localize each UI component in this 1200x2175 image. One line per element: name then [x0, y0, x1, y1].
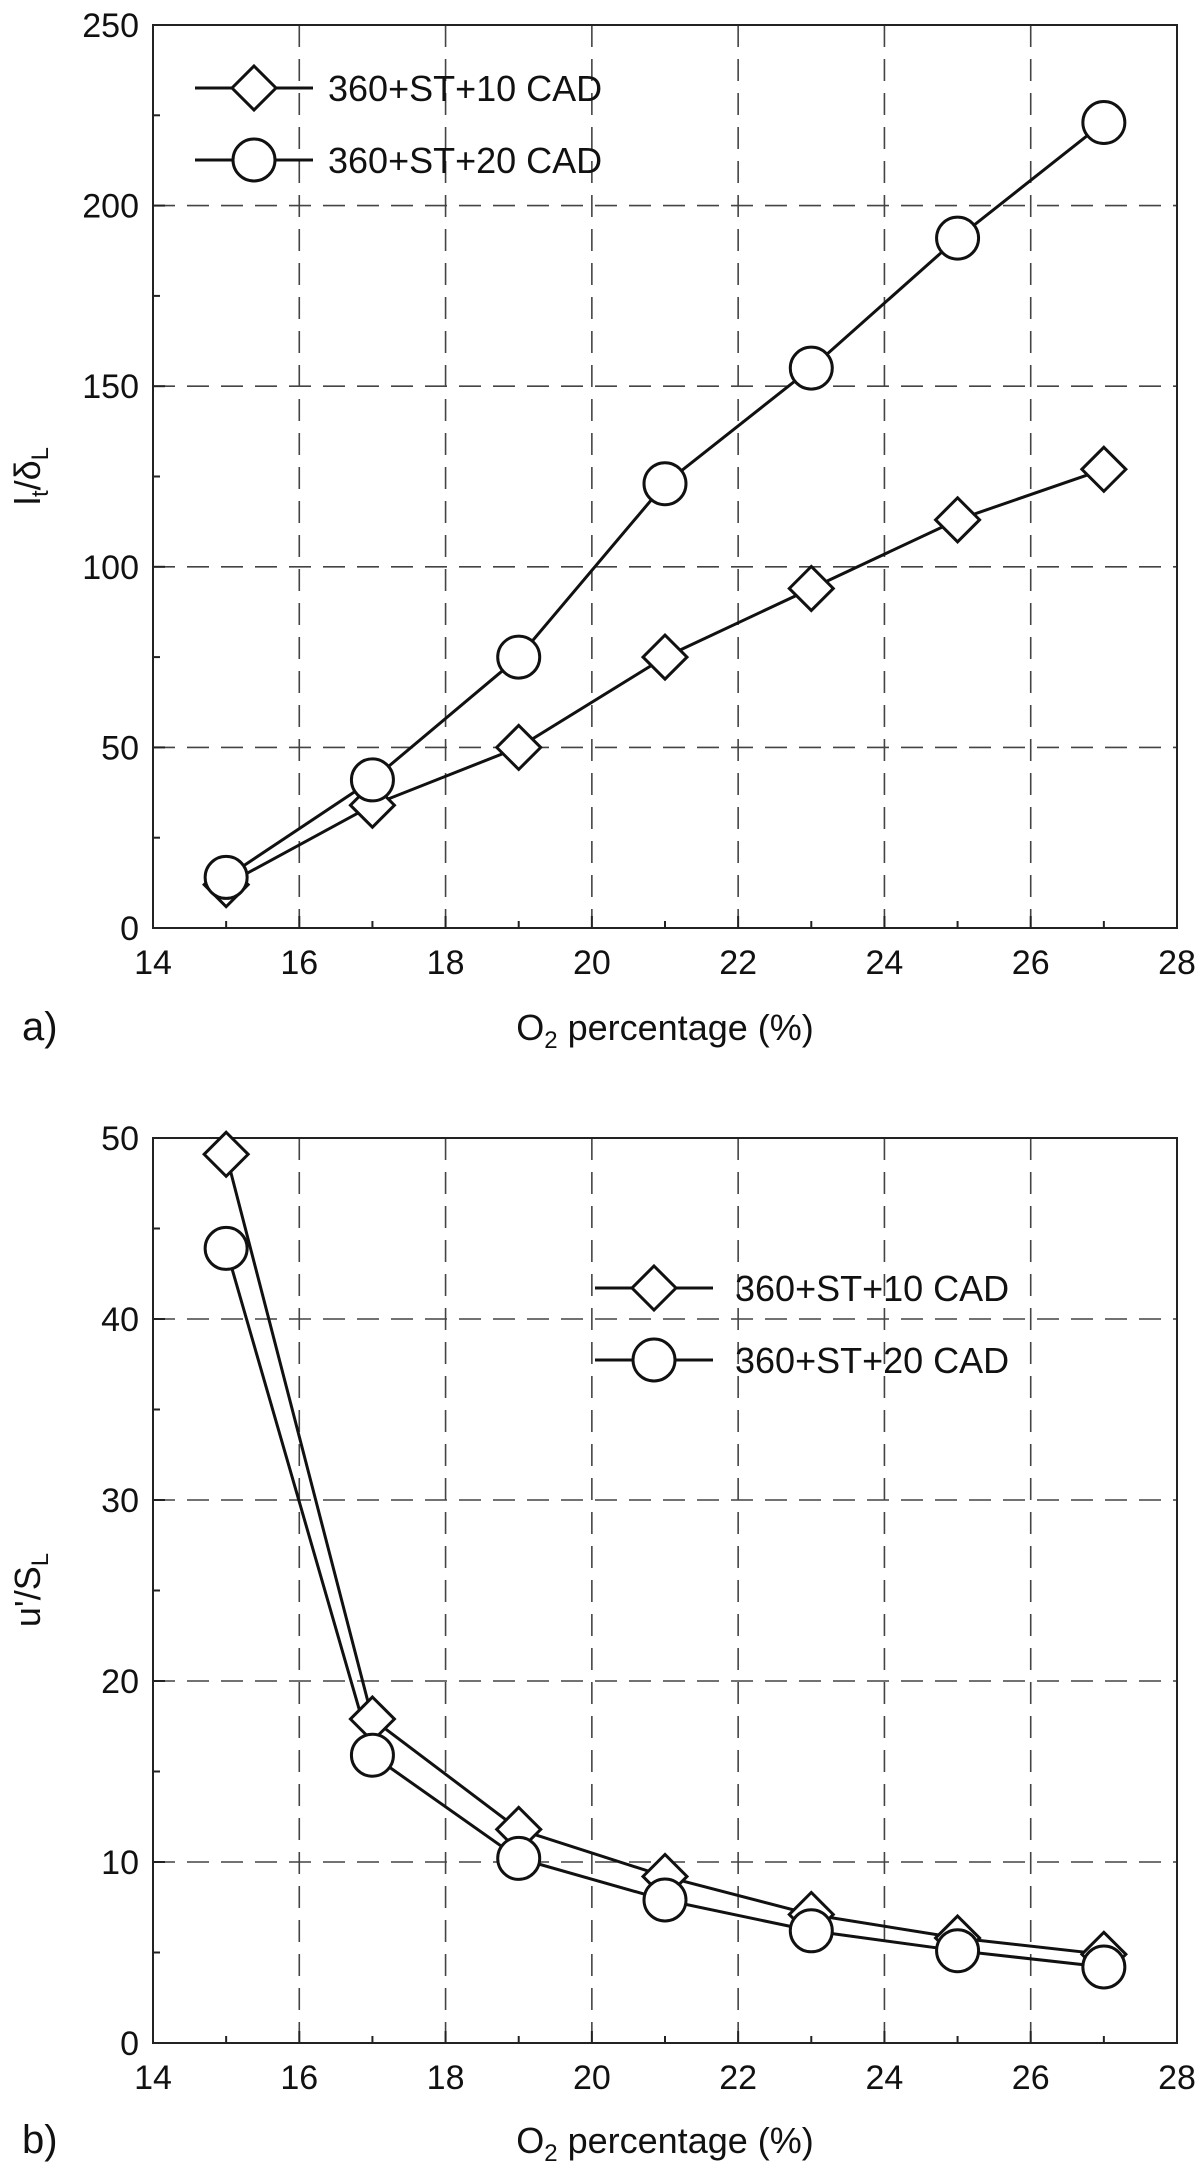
- panel-b-series-circle-point: [788, 1908, 834, 1954]
- panel-a-legend-label-circle: 360+ST+20 CAD: [328, 140, 602, 181]
- panel-b-x-tick-label-16: 16: [280, 2059, 318, 2097]
- panel-b-x-tick-label-18: 18: [427, 2059, 465, 2097]
- panel-a-y-tick-label-250: 250: [82, 7, 139, 45]
- panel-b-x-tick-label-24: 24: [866, 2059, 904, 2097]
- panel-b-series-circle-point: [203, 1225, 249, 1271]
- panel-a-label: a): [22, 1005, 58, 1049]
- panel-b-series-circle-point: [1081, 1944, 1127, 1990]
- panel-a-x-tick-label-26: 26: [1012, 944, 1050, 982]
- panel-b-y-tick-label-50: 50: [101, 1120, 139, 1158]
- panel-a-x-tick-label-22: 22: [719, 944, 757, 982]
- panel-a-series-circle-point: [935, 215, 981, 261]
- panel-a-x-axis-label-subscript: 2: [544, 1027, 557, 1054]
- panel-a-series-circle-point: [642, 461, 688, 507]
- panel-a-x-tick-label-18: 18: [427, 944, 465, 982]
- panel-b-x-tick-label-20: 20: [573, 2059, 611, 2097]
- panel-b-y-tick-label-30: 30: [101, 1482, 139, 1520]
- panel-b-series-circle-point: [642, 1877, 688, 1923]
- panel-a-y-tick-label-200: 200: [82, 188, 139, 226]
- panel-b-x-axis-label: O2 percentage (%): [516, 2120, 814, 2167]
- panel-a-series-circle-point: [496, 634, 542, 680]
- panel-a-chart: 14 16 18 20 22 24 26 28 0 50 100 150 200 250 360+ST+1…: [7, 7, 1196, 1054]
- panel-b-label: b): [22, 2118, 58, 2162]
- panel-b-series-diamond-point: [202, 1130, 251, 1179]
- panel-b-x-tick-label-22: 22: [719, 2059, 757, 2097]
- panel-a-y-axis-label-sub1: t: [27, 490, 54, 497]
- panel-a-series-diamond-point: [933, 495, 982, 544]
- panel-a-series-diamond-point: [1079, 445, 1128, 494]
- panel-a-y-axis-label-sub2: L: [27, 447, 54, 460]
- panel-a-x-axis-label-main: O: [516, 1007, 544, 1048]
- panel-a-y-tick-label-0: 0: [120, 910, 139, 948]
- panel-b-chart: 14 16 18 20 22 24 26 28 0 10 20 30 40 50 360+ST+10 CA…: [7, 1120, 1196, 2167]
- panel-b-y-axis-label-part1: u'/S: [7, 1566, 48, 1627]
- panel-a-legend-label-diamond: 360+ST+10 CAD: [328, 68, 602, 109]
- panel-a-series-diamond-point: [787, 564, 836, 613]
- panel-b-y-axis-label-sub1: L: [27, 1553, 54, 1566]
- panel-b-y-tick-label-0: 0: [120, 2025, 139, 2063]
- panel-a-series-diamond-point: [640, 632, 690, 682]
- panel-a-series-circle-point: [349, 757, 395, 803]
- panel-b-legend-marker-diamond: [629, 1263, 679, 1313]
- panel-b-legend-label-circle: 360+ST+20 CAD: [735, 1340, 1009, 1381]
- panel-a-series-diamond-point: [494, 723, 543, 772]
- panel-a-x-tick-label-14: 14: [134, 944, 172, 982]
- panel-b-y-tick-label-20: 20: [101, 1663, 139, 1701]
- panel-b-series-circle-point: [349, 1732, 395, 1778]
- panel-a-x-tick-label-28: 28: [1158, 944, 1196, 982]
- panel-b-x-axis-label-rest: percentage (%): [558, 2120, 814, 2161]
- panel-b-y-axis-label: u'/SL: [7, 1553, 54, 1627]
- panel-a-y-tick-label-150: 150: [82, 368, 139, 406]
- panel-a-y-tick-label-100: 100: [82, 549, 139, 587]
- panel-b-legend-marker-circle: [631, 1337, 677, 1383]
- panel-b-y-tick-label-10: 10: [101, 1844, 139, 1882]
- panel-b-x-tick-label-26: 26: [1012, 2059, 1050, 2097]
- panel-a-x-axis-label: O2 percentage (%): [516, 1007, 814, 1054]
- panel-b-x-tick-label-14: 14: [134, 2059, 172, 2097]
- panel-a-series-circle-point: [1081, 100, 1127, 146]
- panel-a-x-tick-label-20: 20: [573, 944, 611, 982]
- panel-a-y-tick-label-50: 50: [101, 729, 139, 767]
- panel-b-series-circle-point: [935, 1928, 981, 1974]
- panel-a-x-axis-label-rest: percentage (%): [558, 1007, 814, 1048]
- panel-a-x-tick-label-24: 24: [866, 944, 904, 982]
- panel-b-x-axis-label-main: O: [516, 2120, 544, 2161]
- panel-a-x-tick-label-16: 16: [280, 944, 318, 982]
- panel-a-series-circle-point: [203, 854, 249, 900]
- panel-a-y-axis-label-part1: l: [7, 497, 48, 505]
- panel-b-x-axis-label-subscript: 2: [544, 2140, 557, 2167]
- panel-b-legend-label-diamond: 360+ST+10 CAD: [735, 1268, 1009, 1309]
- panel-a-series-circle-point: [788, 345, 834, 391]
- panel-b-series-circle-point: [496, 1835, 542, 1881]
- panel-a-legend-marker-circle: [231, 137, 277, 183]
- panel-b-x-tick-label-28: 28: [1158, 2059, 1196, 2097]
- panel-b-y-tick-label-40: 40: [101, 1301, 139, 1339]
- panel-a-legend-marker-diamond: [229, 63, 279, 113]
- panel-a-y-axis-label: lt/δL: [7, 447, 54, 505]
- panel-a-y-axis-label-part2: /δ: [7, 460, 48, 490]
